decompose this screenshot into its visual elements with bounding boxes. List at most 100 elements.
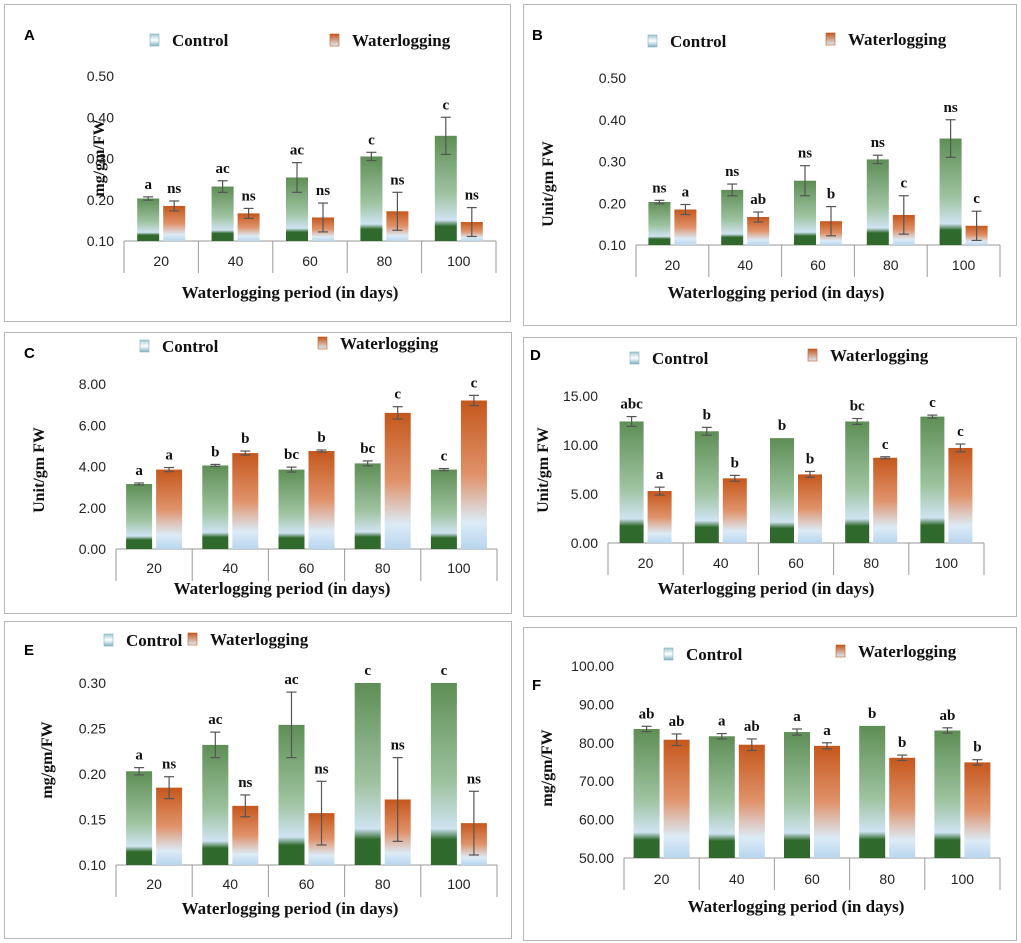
panel-c-significance-label: b bbox=[317, 430, 325, 446]
panel-d-bar-waterlogging bbox=[798, 474, 822, 543]
panel-a-bar-control bbox=[360, 156, 383, 241]
panel-f-bar-control bbox=[859, 725, 886, 858]
panel-a-y-tick: 0.30 bbox=[87, 151, 114, 167]
panel-c-bar-waterlogging bbox=[156, 469, 183, 549]
panel-a-y-axis-title: mg/gm/FW bbox=[91, 119, 108, 196]
panel-f-significance-label: b bbox=[973, 740, 981, 756]
panel-d-x-tick: 20 bbox=[638, 555, 654, 571]
panel-a-significance-label: ns bbox=[465, 188, 479, 204]
panel-f-x-tick: 20 bbox=[654, 871, 670, 887]
panel-d-significance-label: b bbox=[703, 407, 711, 423]
panel-f-significance-label: ab bbox=[639, 706, 655, 722]
panel-c-significance-label: c bbox=[394, 387, 401, 403]
panel-c-legend-swatch-control bbox=[139, 339, 150, 353]
panel-d-bar-control bbox=[770, 438, 794, 543]
panel-a-significance-label: ns bbox=[242, 188, 256, 204]
panel-a-x-tick: 80 bbox=[377, 253, 393, 269]
panel-a-bar-control bbox=[286, 177, 308, 241]
panel-b-legend-swatch-control bbox=[647, 34, 658, 48]
panel-d-y-tick: 15.00 bbox=[563, 388, 598, 404]
panel-c-letter: C bbox=[24, 345, 35, 362]
panel-c-y-tick: 4.00 bbox=[79, 459, 106, 475]
panel-b-legend-control: Control bbox=[670, 32, 727, 51]
panel-e-chart: E Control Waterlogging 0.10 0.15 0.20 0.25 0.30… bbox=[24, 630, 498, 918]
panel-f-significance-label: ab bbox=[939, 708, 955, 724]
panel-f-x-tick: 80 bbox=[879, 871, 895, 887]
panel-f-letter: F bbox=[532, 677, 541, 694]
panel-e-y-tick: 0.10 bbox=[79, 857, 106, 873]
panel-a-letter: A bbox=[24, 27, 35, 44]
panel-f-bar-waterlogging bbox=[738, 744, 765, 858]
panel-a-bar-control bbox=[211, 186, 234, 241]
panel-a-bar-control bbox=[137, 198, 160, 241]
panel-d-bar-waterlogging bbox=[873, 457, 898, 543]
panel-b-significance-label: a bbox=[682, 185, 690, 201]
panel-c-legend-swatch-waterlogging bbox=[317, 336, 328, 350]
panel-b-significance-label: ab bbox=[750, 192, 766, 208]
panel-c-significance-label: b bbox=[241, 431, 249, 447]
panel-b-x-tick: 20 bbox=[665, 257, 681, 273]
panel-a-frame bbox=[4, 4, 511, 322]
panel-b-x-tick: 100 bbox=[952, 257, 976, 273]
panel-f-bar-waterlogging bbox=[964, 762, 991, 858]
panel-a-legend-swatch-waterlogging bbox=[329, 33, 340, 47]
panel-b-significance-label: ns bbox=[652, 180, 666, 196]
panel-b-y-tick: 0.30 bbox=[599, 154, 626, 170]
panel-a-significance-label: a bbox=[144, 177, 152, 193]
panel-a-y-tick: 0.20 bbox=[87, 192, 114, 208]
panel-d-significance-label: b bbox=[806, 451, 814, 467]
panel-e-significance-label: ac bbox=[284, 672, 299, 688]
panel-c-bar-control bbox=[354, 463, 381, 549]
panel-c-bar-control bbox=[202, 465, 229, 549]
panel-b-bar-control bbox=[866, 159, 889, 245]
panel-f-y-tick: 80.00 bbox=[579, 735, 614, 751]
panel-c-bar-control bbox=[430, 469, 457, 549]
panel-a-significance-label: ns bbox=[316, 183, 330, 199]
panel-f-legend-swatch-control bbox=[663, 647, 674, 661]
panel-c-bar-control bbox=[278, 469, 305, 549]
panel-b-bar-control bbox=[721, 189, 744, 245]
panel-d-y-axis-title: Unit/gm FW bbox=[535, 427, 552, 513]
panel-e-x-tick: 20 bbox=[146, 876, 162, 892]
panel-c-x-tick: 20 bbox=[146, 560, 162, 576]
panel-d-significance-label: bc bbox=[850, 399, 865, 415]
panel-a-x-tick: 60 bbox=[302, 253, 318, 269]
panel-f-bar-control bbox=[708, 736, 735, 858]
panel-f-y-tick: 90.00 bbox=[579, 696, 614, 712]
panel-e-legend-control: Control bbox=[126, 631, 183, 650]
panel-a-x-tick: 20 bbox=[153, 253, 169, 269]
panel-c-y-axis-title: Unit/gm FW bbox=[31, 427, 48, 513]
panel-b-x-axis-title: Waterlogging period (in days) bbox=[668, 283, 885, 302]
panel-e-significance-label: ns bbox=[314, 761, 328, 777]
panel-d-bar-control bbox=[920, 416, 945, 543]
panel-f-y-tick: 100.00 bbox=[571, 658, 614, 674]
panel-c-x-tick: 60 bbox=[299, 560, 315, 576]
panel-d-bar-waterlogging bbox=[647, 491, 672, 543]
panel-d-x-tick: 80 bbox=[863, 555, 879, 571]
panel-d-legend-control: Control bbox=[652, 349, 709, 368]
panel-f-significance-label: ab bbox=[744, 719, 760, 735]
panel-c-bar-control bbox=[126, 484, 153, 549]
panel-c-significance-label: c bbox=[441, 449, 448, 465]
panel-d-x-tick: 60 bbox=[788, 555, 804, 571]
panel-b-chart: B Control Waterlogging 0.10 0.20 0.30 0.40 0.50… bbox=[532, 27, 1001, 302]
panel-e-significance-label: ns bbox=[467, 771, 481, 787]
panel-e-x-tick: 80 bbox=[375, 876, 391, 892]
panel-c-significance-label: bc bbox=[284, 447, 299, 463]
panel-e-significance-label: ns bbox=[238, 775, 252, 791]
panel-a-significance-label: c bbox=[368, 132, 375, 148]
panel-e-x-tick: 40 bbox=[223, 876, 239, 892]
panel-c-bar-waterlogging bbox=[232, 453, 259, 549]
panel-f-legend-control: Control bbox=[686, 645, 743, 664]
panel-e-significance-label: ns bbox=[391, 738, 405, 754]
panel-c-x-tick: 100 bbox=[447, 560, 471, 576]
panel-c-significance-label: a bbox=[135, 463, 143, 479]
panel-b-x-tick: 80 bbox=[883, 257, 899, 273]
panel-b-significance-label: c bbox=[900, 176, 907, 192]
panel-e-bar-control bbox=[430, 683, 457, 865]
panel-f-x-axis-title: Waterlogging period (in days) bbox=[688, 897, 905, 916]
panel-f-chart: F Control Waterlogging 50.00 60.00 70.00 80.00… bbox=[532, 642, 1001, 916]
panel-e-bar-control bbox=[354, 683, 381, 865]
panel-e-frame bbox=[4, 621, 512, 939]
panel-c-y-tick: 2.00 bbox=[79, 500, 106, 516]
